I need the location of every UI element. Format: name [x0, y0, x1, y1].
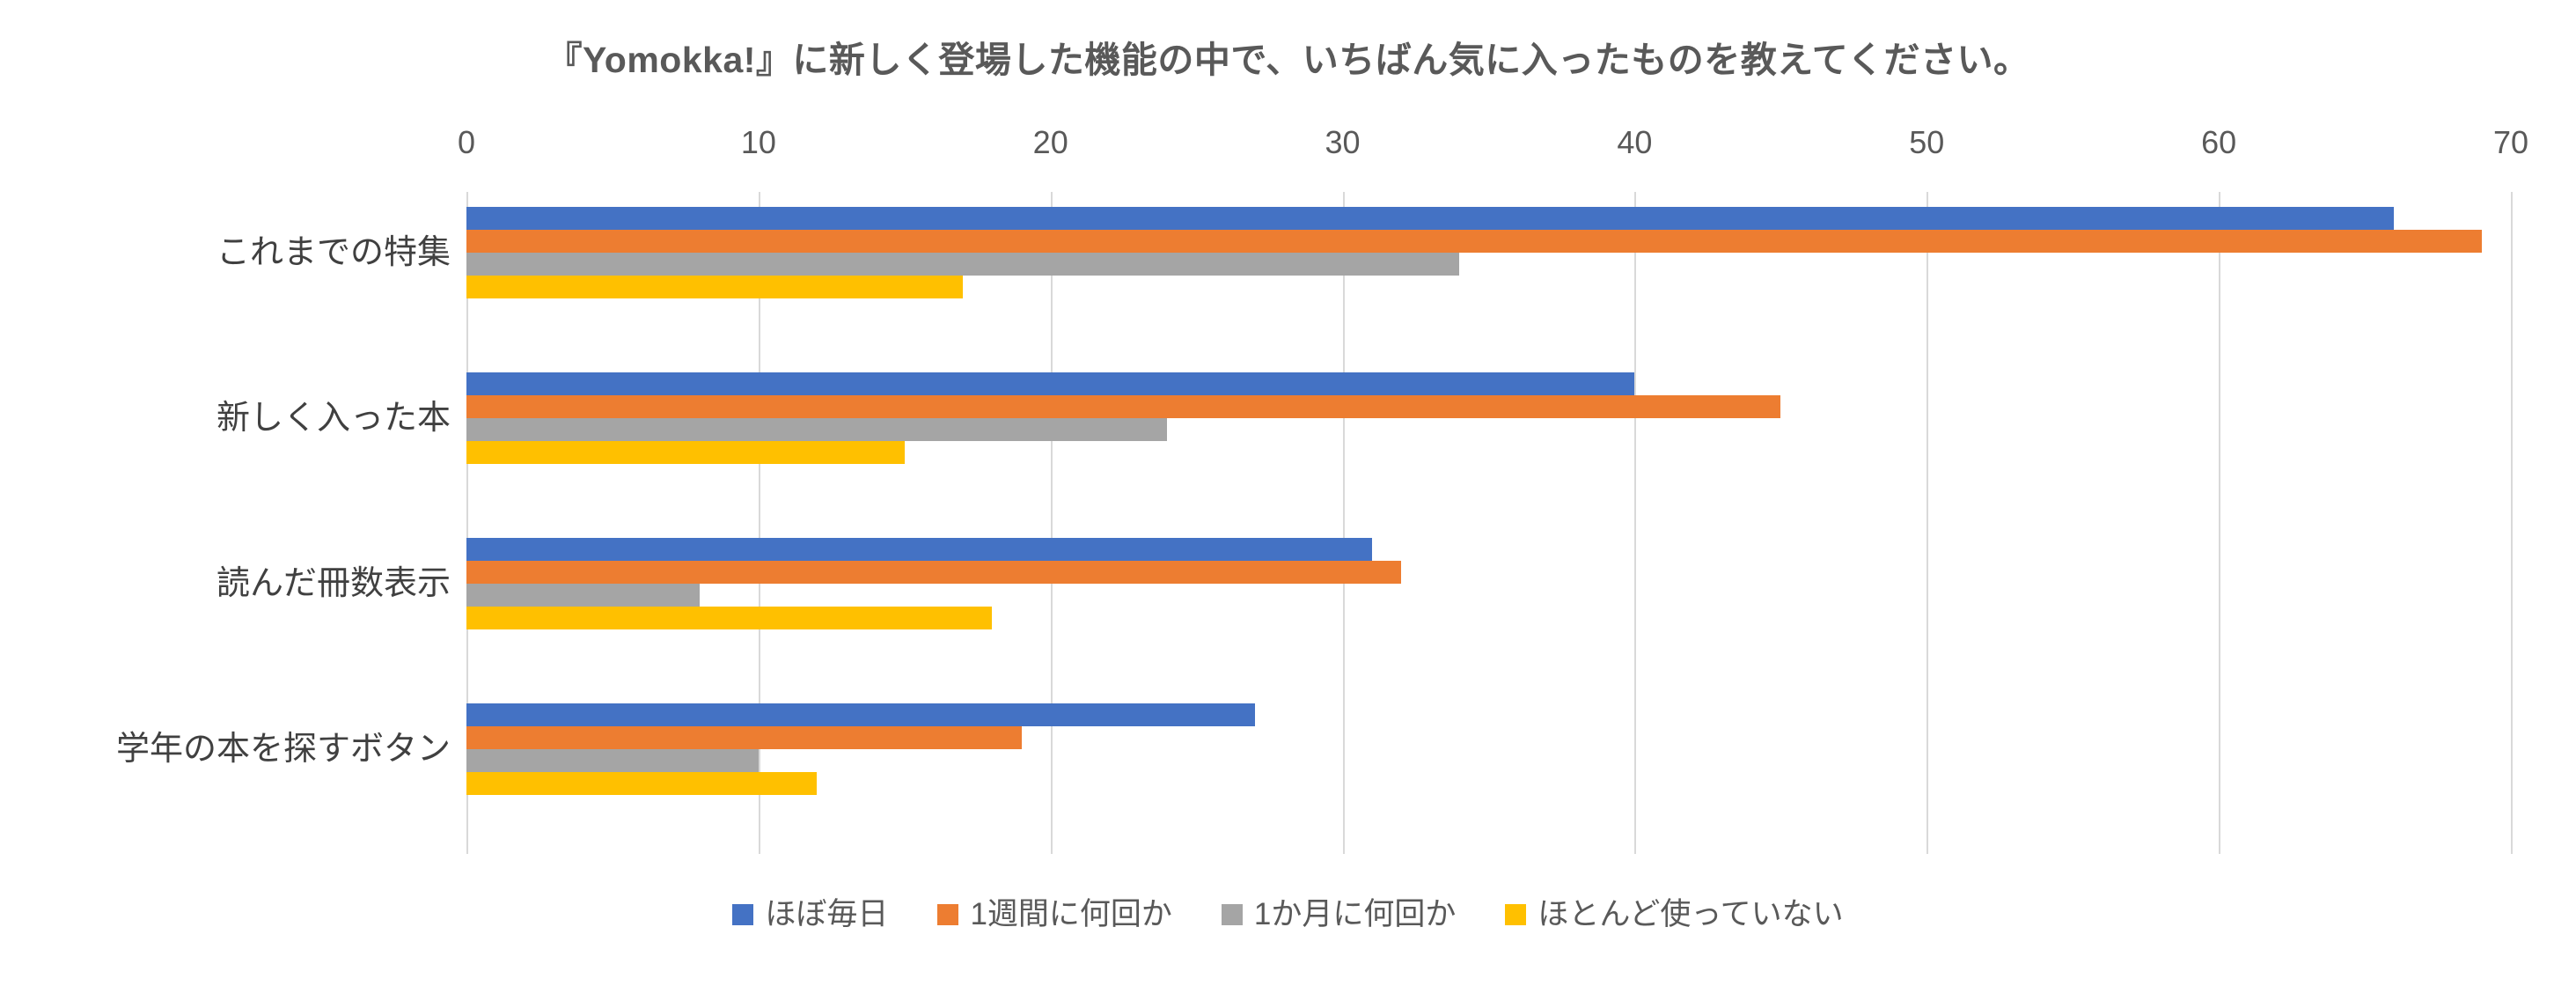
bar[interactable]: [466, 703, 1255, 726]
x-tick-label: 30: [1325, 124, 1361, 160]
legend-item[interactable]: ほぼ毎日: [732, 896, 888, 933]
bar-group: [466, 372, 2511, 464]
bar[interactable]: [466, 230, 2482, 253]
x-axis-tick-labels: 0 10 20 30 40 50 60 70: [0, 123, 2576, 313]
x-tick-label: 60: [2201, 124, 2237, 160]
bar[interactable]: [466, 395, 1781, 418]
bar[interactable]: [466, 253, 1460, 276]
legend-label: 1か月に何回か: [1253, 897, 1457, 931]
bar[interactable]: [466, 749, 759, 772]
plot-area: [466, 192, 2513, 854]
legend-swatch-icon: [1505, 904, 1527, 925]
bar[interactable]: [466, 207, 2395, 230]
gridline: [1050, 192, 1053, 854]
x-tick-label: 40: [1617, 124, 1653, 160]
bar[interactable]: [466, 772, 818, 795]
x-tick-label: 20: [1032, 124, 1068, 160]
x-tick-label: 70: [2492, 124, 2529, 160]
bar[interactable]: [466, 561, 1401, 584]
bar-group: [466, 207, 2511, 298]
category-label: 読んだ冊数表示: [216, 565, 451, 602]
category-axis-labels: これまでの特集 新しく入った本 読んだ冊数表示学年の本を探すボタン: [0, 192, 466, 854]
bar[interactable]: [466, 276, 964, 298]
gridline: [758, 192, 760, 854]
legend-label: ほぼ毎日: [765, 897, 889, 931]
bar[interactable]: [466, 726, 1022, 749]
category-label: これまでの特集: [216, 234, 451, 271]
legend-swatch-icon: [1221, 904, 1243, 925]
gridline: [1634, 192, 1637, 854]
chart-legend: ほぼ毎日 1週間に何回か 1か月に何回か ほとんど使っていない: [0, 896, 2576, 933]
legend-label: 1週間に何回か: [970, 897, 1172, 931]
bar-group: [466, 538, 2511, 629]
legend-swatch-icon: [937, 904, 959, 925]
x-tick-label: 10: [740, 124, 776, 160]
legend-item[interactable]: 1週間に何回か: [937, 896, 1172, 933]
bar[interactable]: [466, 607, 993, 629]
gridline: [2219, 192, 2221, 854]
x-tick-label: 0: [457, 124, 476, 160]
gridline: [1342, 192, 1345, 854]
gridline: [2511, 192, 2513, 854]
bar[interactable]: [466, 441, 905, 464]
bar[interactable]: [466, 584, 701, 607]
legend-swatch-icon: [732, 904, 754, 925]
category-label: 新しく入った本: [216, 400, 451, 437]
bar[interactable]: [466, 372, 1635, 395]
bar-group: [466, 703, 2511, 795]
value-axis-line: [466, 192, 468, 854]
legend-item[interactable]: ほとんど使っていない: [1505, 896, 1844, 933]
bar[interactable]: [466, 538, 1372, 561]
gridline: [1926, 192, 1929, 854]
x-tick-label: 50: [1909, 124, 1945, 160]
legend-label: ほとんど使っていない: [1538, 897, 1844, 931]
legend-item[interactable]: 1か月に何回か: [1221, 896, 1457, 933]
chart-title: 『Yomokka!』に新しく登場した機能の中で、いちばん気に入ったものを教えてく…: [546, 40, 2030, 80]
bar[interactable]: [466, 418, 1168, 441]
category-label: 学年の本を探すボタン: [115, 731, 451, 768]
